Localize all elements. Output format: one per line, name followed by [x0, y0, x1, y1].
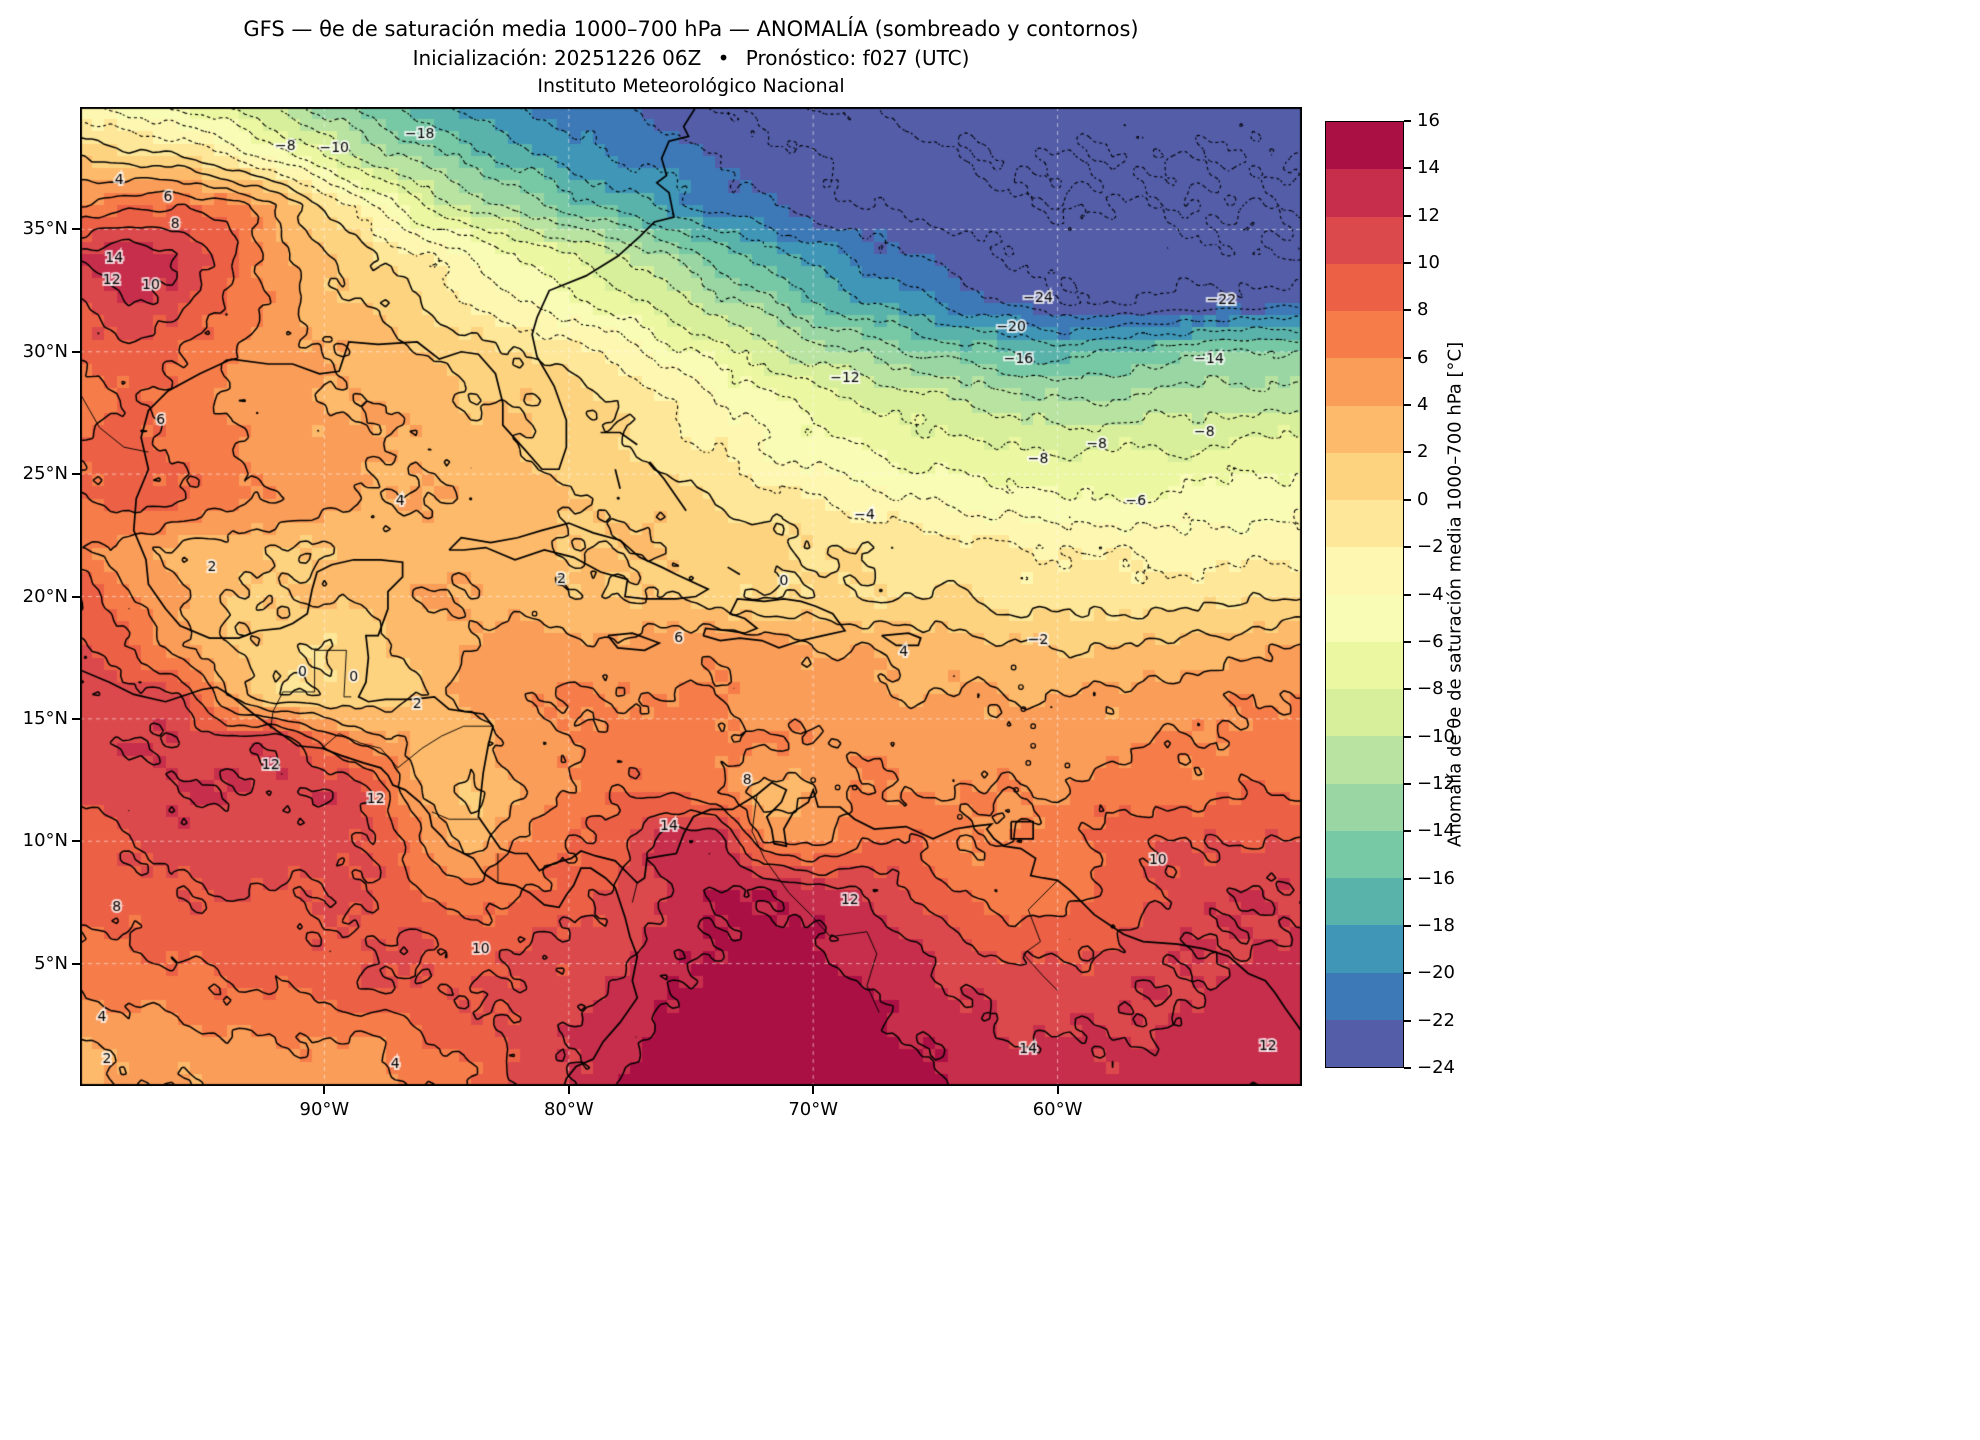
lat-tick	[72, 717, 80, 720]
figure-subtitle: Inicialización: 20251226 06Z • Pronóstic…	[412, 46, 970, 70]
lon-tick	[567, 1086, 570, 1094]
lon-tick-label: 60°W	[1032, 1099, 1083, 1120]
colorbar-tick	[1404, 167, 1411, 170]
colorbar-tick-label: −12	[1417, 772, 1455, 794]
lat-tick-label: 30°N	[22, 340, 68, 362]
colorbar-tick-label: 12	[1417, 204, 1440, 226]
colorbar-tick-label: −2	[1417, 536, 1444, 558]
lon-tick	[1056, 1086, 1059, 1094]
colorbar-tick-label: 10	[1417, 252, 1440, 274]
colorbar-band	[1326, 641, 1403, 689]
lat-tick	[72, 473, 80, 476]
colorbar-tick-label: −18	[1417, 914, 1455, 936]
lat-tick	[72, 840, 80, 843]
colorbar-band	[1326, 830, 1403, 878]
colorbar-tick	[1404, 546, 1411, 549]
lat-tick-label: 25°N	[22, 463, 68, 485]
colorbar-tick-label: 4	[1417, 394, 1429, 416]
colorbar-band	[1326, 263, 1403, 311]
colorbar-tick	[1404, 262, 1411, 265]
colorbar-band	[1326, 547, 1403, 595]
colorbar-tick-label: −10	[1417, 725, 1455, 747]
colorbar-band	[1326, 311, 1403, 359]
colorbar-tick	[1404, 498, 1411, 501]
lon-tick-label: 80°W	[543, 1099, 594, 1120]
colorbar-tick	[1404, 309, 1411, 312]
lon-tick	[812, 1086, 815, 1094]
colorbar-tick	[1404, 688, 1411, 691]
colorbar-tick-label: −8	[1417, 678, 1444, 700]
colorbar-band	[1326, 216, 1403, 264]
colorbar-tick	[1404, 830, 1411, 833]
colorbar-tick	[1404, 782, 1411, 785]
colorbar-band	[1326, 169, 1403, 217]
colorbar-tick-label: −6	[1417, 630, 1444, 652]
lat-tick-label: 10°N	[22, 830, 68, 852]
colorbar-tick	[1404, 120, 1411, 122]
colorbar-tick-label: −14	[1417, 820, 1455, 842]
colorbar-tick-label: 2	[1417, 441, 1429, 463]
lon-tick-label: 70°W	[788, 1099, 839, 1120]
colorbar-tick	[1404, 214, 1411, 217]
lon-tick	[323, 1086, 326, 1094]
colorbar-tick-label: 14	[1417, 157, 1440, 179]
colorbar-band	[1326, 452, 1403, 500]
colorbar-tick-label: −20	[1417, 962, 1455, 984]
lat-tick-label: 35°N	[22, 218, 68, 240]
figure-institution: Instituto Meteorológico Nacional	[537, 75, 845, 97]
colorbar-tick-label: −24	[1417, 1057, 1455, 1078]
colorbar-tick	[1404, 924, 1411, 927]
colorbar-band	[1326, 736, 1403, 784]
colorbar-tick-label: 8	[1417, 299, 1429, 321]
colorbar-tick-label: −22	[1417, 1009, 1455, 1031]
colorbar-band	[1326, 500, 1403, 548]
title-block: GFS — θe de saturación media 1000–700 hP…	[80, 14, 1302, 100]
colorbar-tick-label: 6	[1417, 346, 1429, 368]
map-canvas	[80, 107, 1302, 1086]
colorbar-tick	[1404, 972, 1411, 975]
lat-tick	[72, 595, 80, 598]
lat-tick	[72, 962, 80, 965]
colorbar-band	[1326, 689, 1403, 737]
lat-tick-label: 15°N	[22, 707, 68, 729]
colorbar-tick-label: 16	[1417, 110, 1440, 131]
colorbar-band	[1326, 878, 1403, 926]
colorbar-tick	[1404, 1019, 1411, 1022]
colorbar-tick-label: 0	[1417, 488, 1429, 510]
colorbar-tick	[1404, 877, 1411, 880]
colorbar-tick-label: −16	[1417, 867, 1455, 889]
colorbar-band	[1326, 405, 1403, 453]
colorbar-tick	[1404, 404, 1411, 407]
lat-tick-label: 20°N	[22, 585, 68, 607]
colorbar-tick	[1404, 640, 1411, 643]
colorbar-band	[1326, 122, 1403, 170]
colorbar-tick	[1404, 1067, 1411, 1069]
lat-tick	[72, 228, 80, 231]
colorbar-tick	[1404, 735, 1411, 738]
colorbar-band	[1326, 1019, 1403, 1067]
colorbar-band	[1326, 594, 1403, 642]
colorbar-band	[1326, 358, 1403, 406]
colorbar-tick-label: −4	[1417, 583, 1444, 605]
colorbar-tick	[1404, 356, 1411, 359]
colorbar-tick	[1404, 593, 1411, 596]
colorbar-tick	[1404, 451, 1411, 454]
figure-title: GFS — θe de saturación media 1000–700 hP…	[243, 17, 1139, 41]
colorbar-band	[1326, 972, 1403, 1020]
lon-tick-label: 90°W	[299, 1099, 350, 1120]
colorbar	[1325, 121, 1404, 1068]
lat-tick	[72, 350, 80, 353]
colorbar-band	[1326, 925, 1403, 973]
colorbar-band	[1326, 783, 1403, 831]
lat-tick-label: 5°N	[34, 952, 68, 974]
